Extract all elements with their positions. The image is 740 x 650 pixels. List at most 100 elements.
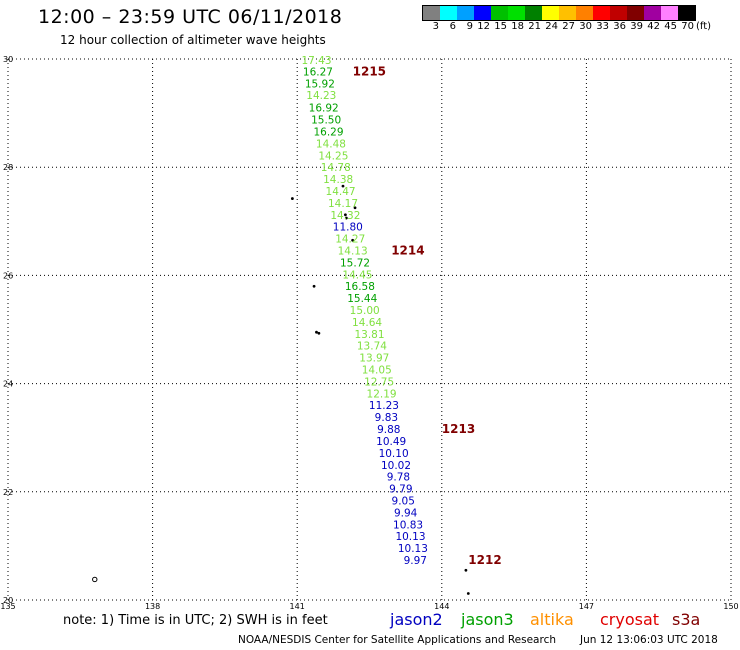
wave-height-label: 14.78 <box>321 162 351 174</box>
y-tick-label: 22 <box>3 488 13 497</box>
y-tick-label: 30 <box>3 55 13 64</box>
chart-subtitle: 12 hour collection of altimeter wave hei… <box>60 33 326 47</box>
y-tick-label: 28 <box>3 163 13 172</box>
wave-height-label: 14.25 <box>318 150 348 162</box>
wave-height-label: 9.78 <box>387 472 410 484</box>
wave-height-label: 10.49 <box>376 436 406 448</box>
wave-height-label: 14.05 <box>362 365 392 377</box>
wave-height-label: 10.83 <box>393 519 423 531</box>
x-tick-label: 135 <box>0 602 15 610</box>
legend-label: 9 <box>466 21 473 32</box>
wave-height-label: 11.80 <box>333 222 363 234</box>
x-tick-label: 138 <box>145 602 160 610</box>
legend-label: 42 <box>647 21 660 32</box>
satellite-legend-altika: altika <box>530 610 574 629</box>
island-marker <box>317 331 321 335</box>
legend-label: 39 <box>630 21 643 32</box>
legend-label: 3 <box>432 21 439 32</box>
wave-height-label: 16.27 <box>303 66 333 78</box>
legend-swatch <box>593 6 610 20</box>
wave-height-label: 15.72 <box>340 257 370 269</box>
legend-swatch <box>576 6 593 20</box>
wave-height-label: 14.48 <box>316 138 346 150</box>
wave-height-label: 13.81 <box>354 329 384 341</box>
note-text: note: 1) Time is in UTC; 2) SWH is in fe… <box>63 613 328 628</box>
island-marker <box>353 206 357 210</box>
wave-height-labels: 17.4316.2715.9214.2316.9215.5016.2914.48… <box>301 55 427 567</box>
legend-label: 27 <box>562 21 575 32</box>
island-marker <box>351 238 355 242</box>
island-marker <box>315 330 318 334</box>
legend-label: 6 <box>449 21 456 32</box>
wave-height-label: 9.88 <box>377 424 400 436</box>
y-tick-label: 20 <box>3 596 13 605</box>
pass-labels: 1215 1214 1213 1212 <box>353 64 502 567</box>
chart-title: 12:00 – 23:59 UTC 06/11/2018 <box>38 6 343 28</box>
legend-swatch <box>457 6 474 20</box>
island-marker <box>312 284 316 288</box>
y-tick-label: 24 <box>3 380 13 389</box>
pass-number-label: 1212 <box>468 553 501 567</box>
y-tick-label: 26 <box>3 271 13 280</box>
x-tick-label: 141 <box>290 602 305 610</box>
island-marker <box>290 197 294 200</box>
legend-swatch <box>440 6 457 20</box>
satellite-legend-cryosat: cryosat <box>600 610 660 629</box>
legend-label: 30 <box>579 21 592 32</box>
wave-height-label: 16.92 <box>309 103 339 115</box>
wave-height-label: 15.00 <box>350 305 380 317</box>
legend-swatch <box>542 6 559 20</box>
pass-number-label: 1213 <box>442 422 475 436</box>
color-legend-bar <box>422 5 696 21</box>
wave-height-label: 9.79 <box>389 484 412 496</box>
legend-swatch <box>610 6 627 20</box>
island-marker <box>466 592 470 595</box>
wave-height-label: 12.19 <box>367 388 397 400</box>
footer-timestamp: Jun 12 13:06:03 UTC 2018 <box>580 634 718 646</box>
legend-swatch <box>661 6 678 20</box>
legend-swatch <box>525 6 542 20</box>
wave-height-label: 12.75 <box>364 376 394 388</box>
wave-height-label: 14.47 <box>326 186 356 198</box>
wave-height-label: 14.13 <box>338 246 368 258</box>
satellite-legend-jason2: jason2 <box>390 610 443 629</box>
wave-height-label: 16.29 <box>313 126 343 138</box>
wave-height-label: 9.97 <box>404 555 427 567</box>
legend-label: 33 <box>596 21 609 32</box>
x-tick-label: 147 <box>579 602 594 610</box>
legend-label: 36 <box>613 21 626 32</box>
legend-label: 70 <box>681 21 694 32</box>
map-grid <box>7 58 732 601</box>
legend-swatch <box>678 6 695 20</box>
wave-height-label: 14.17 <box>328 198 358 210</box>
wave-height-label: 15.50 <box>311 115 341 127</box>
wave-height-label: 14.38 <box>323 174 353 186</box>
island-marker <box>344 213 347 217</box>
wave-height-label: 14.27 <box>335 234 365 246</box>
legend-swatch <box>559 6 576 20</box>
pass-number-label: 1214 <box>391 244 424 258</box>
legend-swatch <box>474 6 491 20</box>
satellite-legend-jason3: jason3 <box>461 610 514 629</box>
island-marker <box>341 184 345 188</box>
map-axes: 135 138 141 144 147 150 20 22 24 26 28 30 <box>0 55 738 610</box>
wave-height-label: 14.45 <box>342 269 372 281</box>
wave-height-label: 10.10 <box>379 448 409 460</box>
satellite-legend-s3a: s3a <box>672 610 701 629</box>
legend-unit: (ft) <box>696 21 712 32</box>
legend-swatch <box>423 6 440 20</box>
x-tick-label: 150 <box>723 602 738 610</box>
wave-height-label: 9.94 <box>394 507 418 519</box>
island-marker <box>344 216 348 220</box>
island-marker <box>92 576 98 583</box>
pass-number-label: 1215 <box>353 64 386 78</box>
legend-swatch <box>644 6 661 20</box>
legend-label: 45 <box>664 21 677 32</box>
legend-label: 15 <box>494 21 507 32</box>
wave-height-label: 10.02 <box>381 460 411 472</box>
wave-height-label: 14.64 <box>352 317 382 329</box>
legend-label: 12 <box>477 21 490 32</box>
wave-height-label: 13.97 <box>359 353 389 365</box>
island-markers <box>92 184 470 595</box>
